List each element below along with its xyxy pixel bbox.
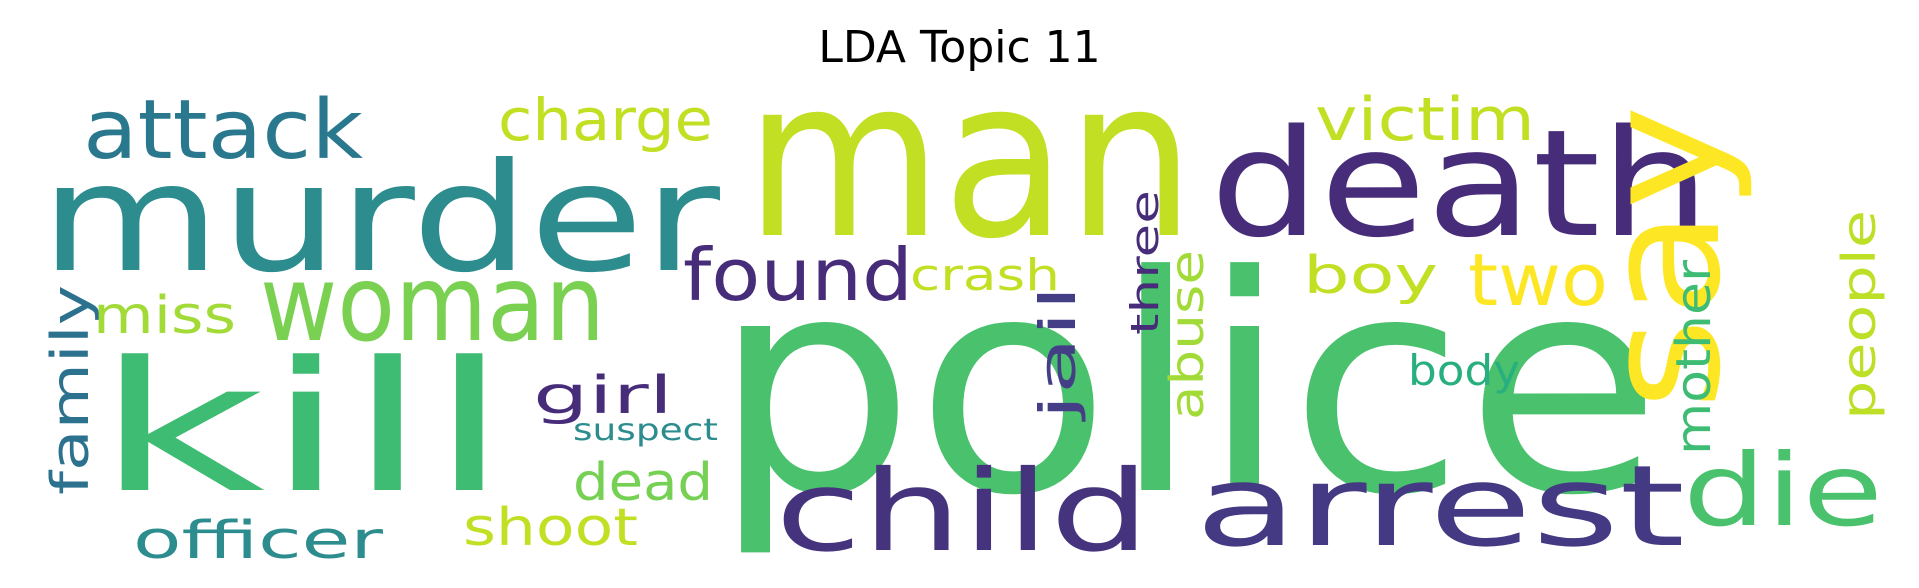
word-child: child bbox=[775, 447, 1150, 577]
word-jail: jail bbox=[1029, 285, 1087, 422]
word-dead: dead bbox=[573, 453, 713, 513]
word-mother: mother bbox=[1666, 260, 1722, 455]
word-woman: woman bbox=[260, 243, 605, 365]
word-police: police bbox=[712, 212, 1662, 561]
word-die: die bbox=[1683, 432, 1883, 549]
word-three: three bbox=[1123, 190, 1167, 335]
word-two: two bbox=[1468, 238, 1608, 322]
word-kill: kill bbox=[95, 324, 510, 533]
word-charge: charge bbox=[498, 86, 713, 154]
word-found: found bbox=[683, 233, 913, 317]
word-arrest: arrest bbox=[1195, 442, 1685, 572]
word-attack: attack bbox=[83, 83, 364, 178]
word-body: body bbox=[1408, 346, 1520, 395]
word-suspect: suspect bbox=[573, 413, 718, 448]
word-officer: officer bbox=[133, 511, 384, 571]
word-boy: boy bbox=[1303, 246, 1438, 306]
word-death: death bbox=[1210, 98, 1710, 270]
chart-title: LDA Topic 11 bbox=[818, 22, 1101, 73]
word-family: family bbox=[41, 285, 101, 495]
word-victim: victim bbox=[1315, 85, 1535, 155]
word-people: people bbox=[1832, 210, 1886, 420]
word-say: say bbox=[1569, 105, 1756, 410]
word-miss: miss bbox=[93, 286, 236, 346]
word-shoot: shoot bbox=[463, 498, 638, 558]
word-girl: girl bbox=[533, 366, 673, 426]
word-abuse: abuse bbox=[1160, 250, 1214, 420]
word-crash: crash bbox=[910, 250, 1060, 301]
word-man: man bbox=[745, 31, 1195, 287]
word-murder: murder bbox=[40, 132, 720, 306]
